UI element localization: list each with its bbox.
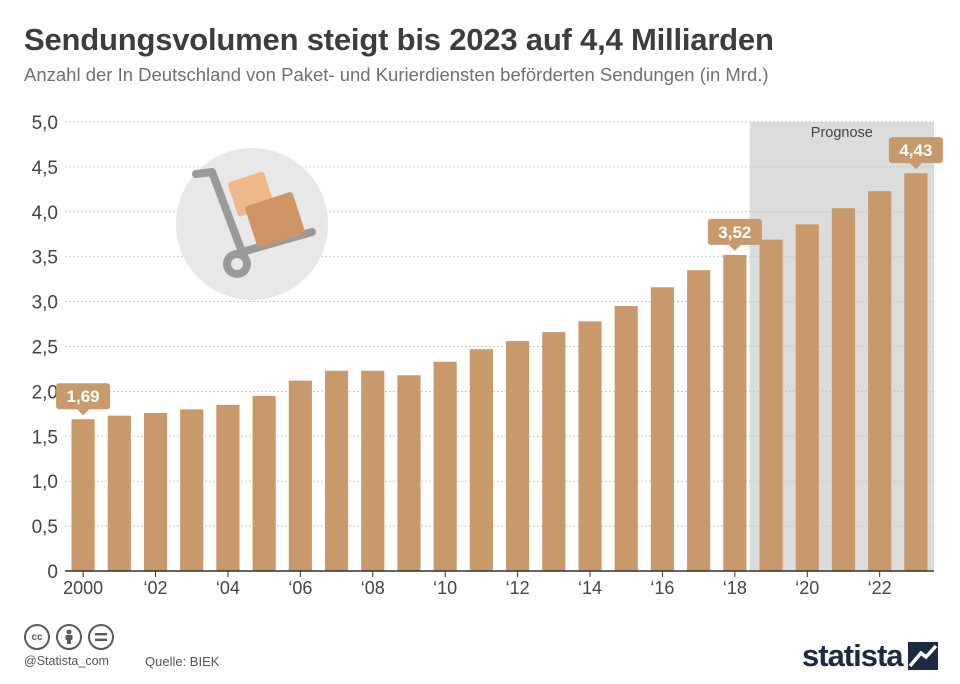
bar-2008 [361,370,385,571]
y-tick-label: 2,5 [32,338,58,359]
value-callout-text: 4,43 [899,141,932,160]
license-icons: cc [24,624,114,650]
x-tick-label: ‘04 [216,578,240,598]
logo-text: statista [802,638,904,673]
y-tick-label: 1,0 [32,472,58,493]
value-callout: 4,43 [888,137,943,170]
bar-2004 [216,404,240,571]
source-note: Quelle: BIEK [145,654,220,669]
value-callout-box [888,137,943,164]
bar-2019 [759,239,783,571]
statista-handle[interactable]: @Statista_com [24,654,109,668]
by-icon [56,624,82,650]
statista-logo[interactable]: statista [802,638,938,674]
value-callout-text: 3,52 [718,223,751,242]
statista-logo-icon [907,642,938,670]
bar-2009 [397,375,421,571]
bar-2015 [614,306,638,571]
value-callout-text: 1,69 [67,387,100,406]
bar-2001 [107,415,131,571]
bar-2006 [288,380,312,571]
bar-2018 [723,254,747,572]
x-tick-label: ‘06 [288,578,312,598]
hand-truck-with-boxes-icon [176,148,328,300]
bar-chart: Prognose 0 0,5 1,0 1,5 2,0 2,5 3,0 3,5 4,0 4,5 5,0… [32,113,943,598]
bar-2005 [252,395,276,571]
value-callout: 3,52 [707,218,762,251]
bar-2002 [143,412,168,571]
y-tick-label: 3,5 [32,248,58,269]
bar-2014 [578,321,602,571]
value-callout-box [707,218,762,245]
bar-2020 [795,224,819,571]
y-tick-label: 5,0 [32,113,58,134]
x-tick-label: ‘22 [868,578,892,598]
cc-icon: cc [24,624,50,650]
bar-2022 [868,191,892,571]
x-tick-label: ‘12 [506,578,530,598]
bar-2003 [180,409,204,571]
value-callout-pointer [77,409,90,416]
y-tick-label: 3,0 [32,293,58,314]
chart-subtitle: Anzahl der In Deutschland von Paket- und… [24,64,769,85]
nd-icon [88,624,114,650]
bar-2023 [904,173,928,571]
y-tick-label: 1,5 [32,427,58,448]
bar-2013 [542,332,566,571]
x-tick-label: ‘20 [795,578,819,598]
x-tick-label: ‘10 [433,578,457,598]
y-tick-label: 4,5 [32,158,58,179]
bar-2000 [71,419,95,571]
x-tick-label: ‘02 [144,578,168,598]
x-tick-label: ‘16 [650,578,674,598]
x-tick-label: 2000 [63,578,103,598]
y-tick-label: 2,0 [32,382,58,403]
y-tick-label: 0,5 [32,517,58,538]
y-tick-label: 0 [47,562,58,583]
chart-title: Sendungsvolumen steigt bis 2023 auf 4,4 … [24,22,774,57]
x-tick-label: ‘08 [361,578,385,598]
bar-2011 [469,349,493,571]
bar-2016 [650,287,675,571]
value-callout-pointer [909,163,922,170]
value-callout-box [56,383,111,410]
bar-2021 [831,208,856,571]
bar-2007 [324,370,349,571]
x-tick-label: ‘14 [578,578,602,598]
bar-2010 [433,361,457,571]
bar-2012 [506,341,530,571]
value-callout: 1,69 [56,383,111,416]
bar-2017 [687,270,711,571]
value-callout-pointer [728,244,741,251]
x-tick-label: ‘18 [723,578,747,598]
forecast-label: Prognose [811,125,873,141]
y-tick-label: 4,0 [32,203,58,224]
